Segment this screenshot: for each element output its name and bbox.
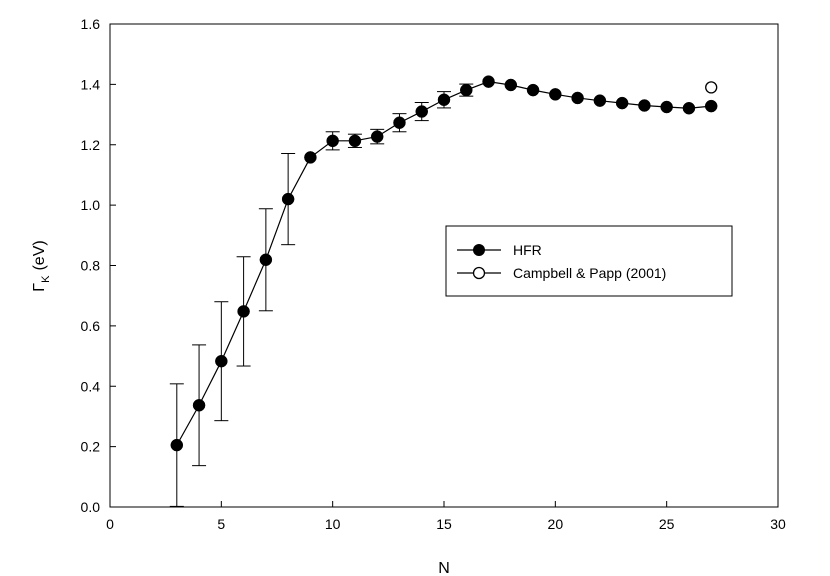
data-point	[370, 130, 384, 143]
y-axis-title-subscript: K	[40, 275, 52, 283]
x-axis-ticks: 0 5 10 15 20 25 30	[106, 501, 786, 532]
data-point	[281, 192, 295, 206]
legend-marker-campbell	[472, 266, 486, 280]
y-tick-label: 0.2	[81, 439, 101, 455]
legend-label-hfr: HFR	[513, 242, 542, 258]
data-point	[482, 75, 495, 88]
data-point	[348, 134, 362, 148]
data-point	[526, 83, 540, 97]
y-tick-label: 0.0	[81, 499, 101, 515]
data-point	[415, 105, 428, 118]
y-tick-label: 0.8	[81, 258, 101, 274]
data-point	[593, 94, 607, 107]
data-point	[660, 100, 673, 114]
y-axis-title: ΓK (eV)	[31, 240, 52, 291]
series-hfr	[169, 75, 718, 507]
data-point	[393, 116, 406, 129]
data-point	[571, 91, 584, 105]
y-axis-title-unit: (eV)	[31, 240, 48, 270]
series-layer	[169, 75, 718, 507]
legend: HFR Campbell & Papp (2001)	[445, 225, 733, 297]
data-point	[615, 96, 629, 110]
data-point	[304, 151, 317, 164]
data-point	[215, 354, 228, 368]
data-point	[237, 305, 250, 318]
x-tick-label: 20	[548, 516, 564, 532]
data-point	[326, 134, 339, 148]
y-tick-label: 1.2	[81, 137, 101, 153]
data-point	[682, 101, 696, 115]
y-tick-label: 1.6	[81, 16, 101, 32]
y-tick-label: 1.4	[81, 76, 101, 92]
data-point	[437, 93, 451, 107]
y-tick-label: 0.4	[81, 378, 101, 394]
x-axis-title: N	[438, 560, 450, 576]
x-tick-label: 15	[436, 516, 452, 532]
x-tick-label: 0	[106, 516, 114, 532]
x-tick-label: 25	[659, 516, 675, 532]
x-tick-label: 30	[770, 516, 786, 532]
data-point	[549, 88, 562, 101]
data-point	[170, 438, 184, 452]
legend-box	[445, 225, 733, 297]
legend-marker-hfr	[473, 244, 485, 256]
data-point	[504, 78, 518, 92]
data-point	[192, 399, 206, 412]
data-point	[704, 99, 718, 113]
data-point	[460, 83, 473, 97]
y-tick-label: 0.6	[81, 318, 101, 334]
y-axis-ticks: 0.0 0.2 0.4 0.6 0.8 1.0 1.2 1.4 1.6	[81, 16, 116, 515]
x-tick-label: 10	[325, 516, 341, 532]
y-tick-label: 1.0	[81, 197, 101, 213]
series-campbell-papp	[705, 81, 718, 94]
data-point	[259, 253, 273, 267]
x-tick-label: 5	[217, 516, 225, 532]
y-axis-title-symbol: Γ	[31, 283, 48, 292]
svg-text:ΓK(eV): ΓK (eV)	[31, 240, 52, 291]
data-point	[705, 81, 718, 94]
data-point	[638, 99, 651, 112]
legend-label-campbell: Campbell & Papp (2001)	[513, 265, 666, 281]
